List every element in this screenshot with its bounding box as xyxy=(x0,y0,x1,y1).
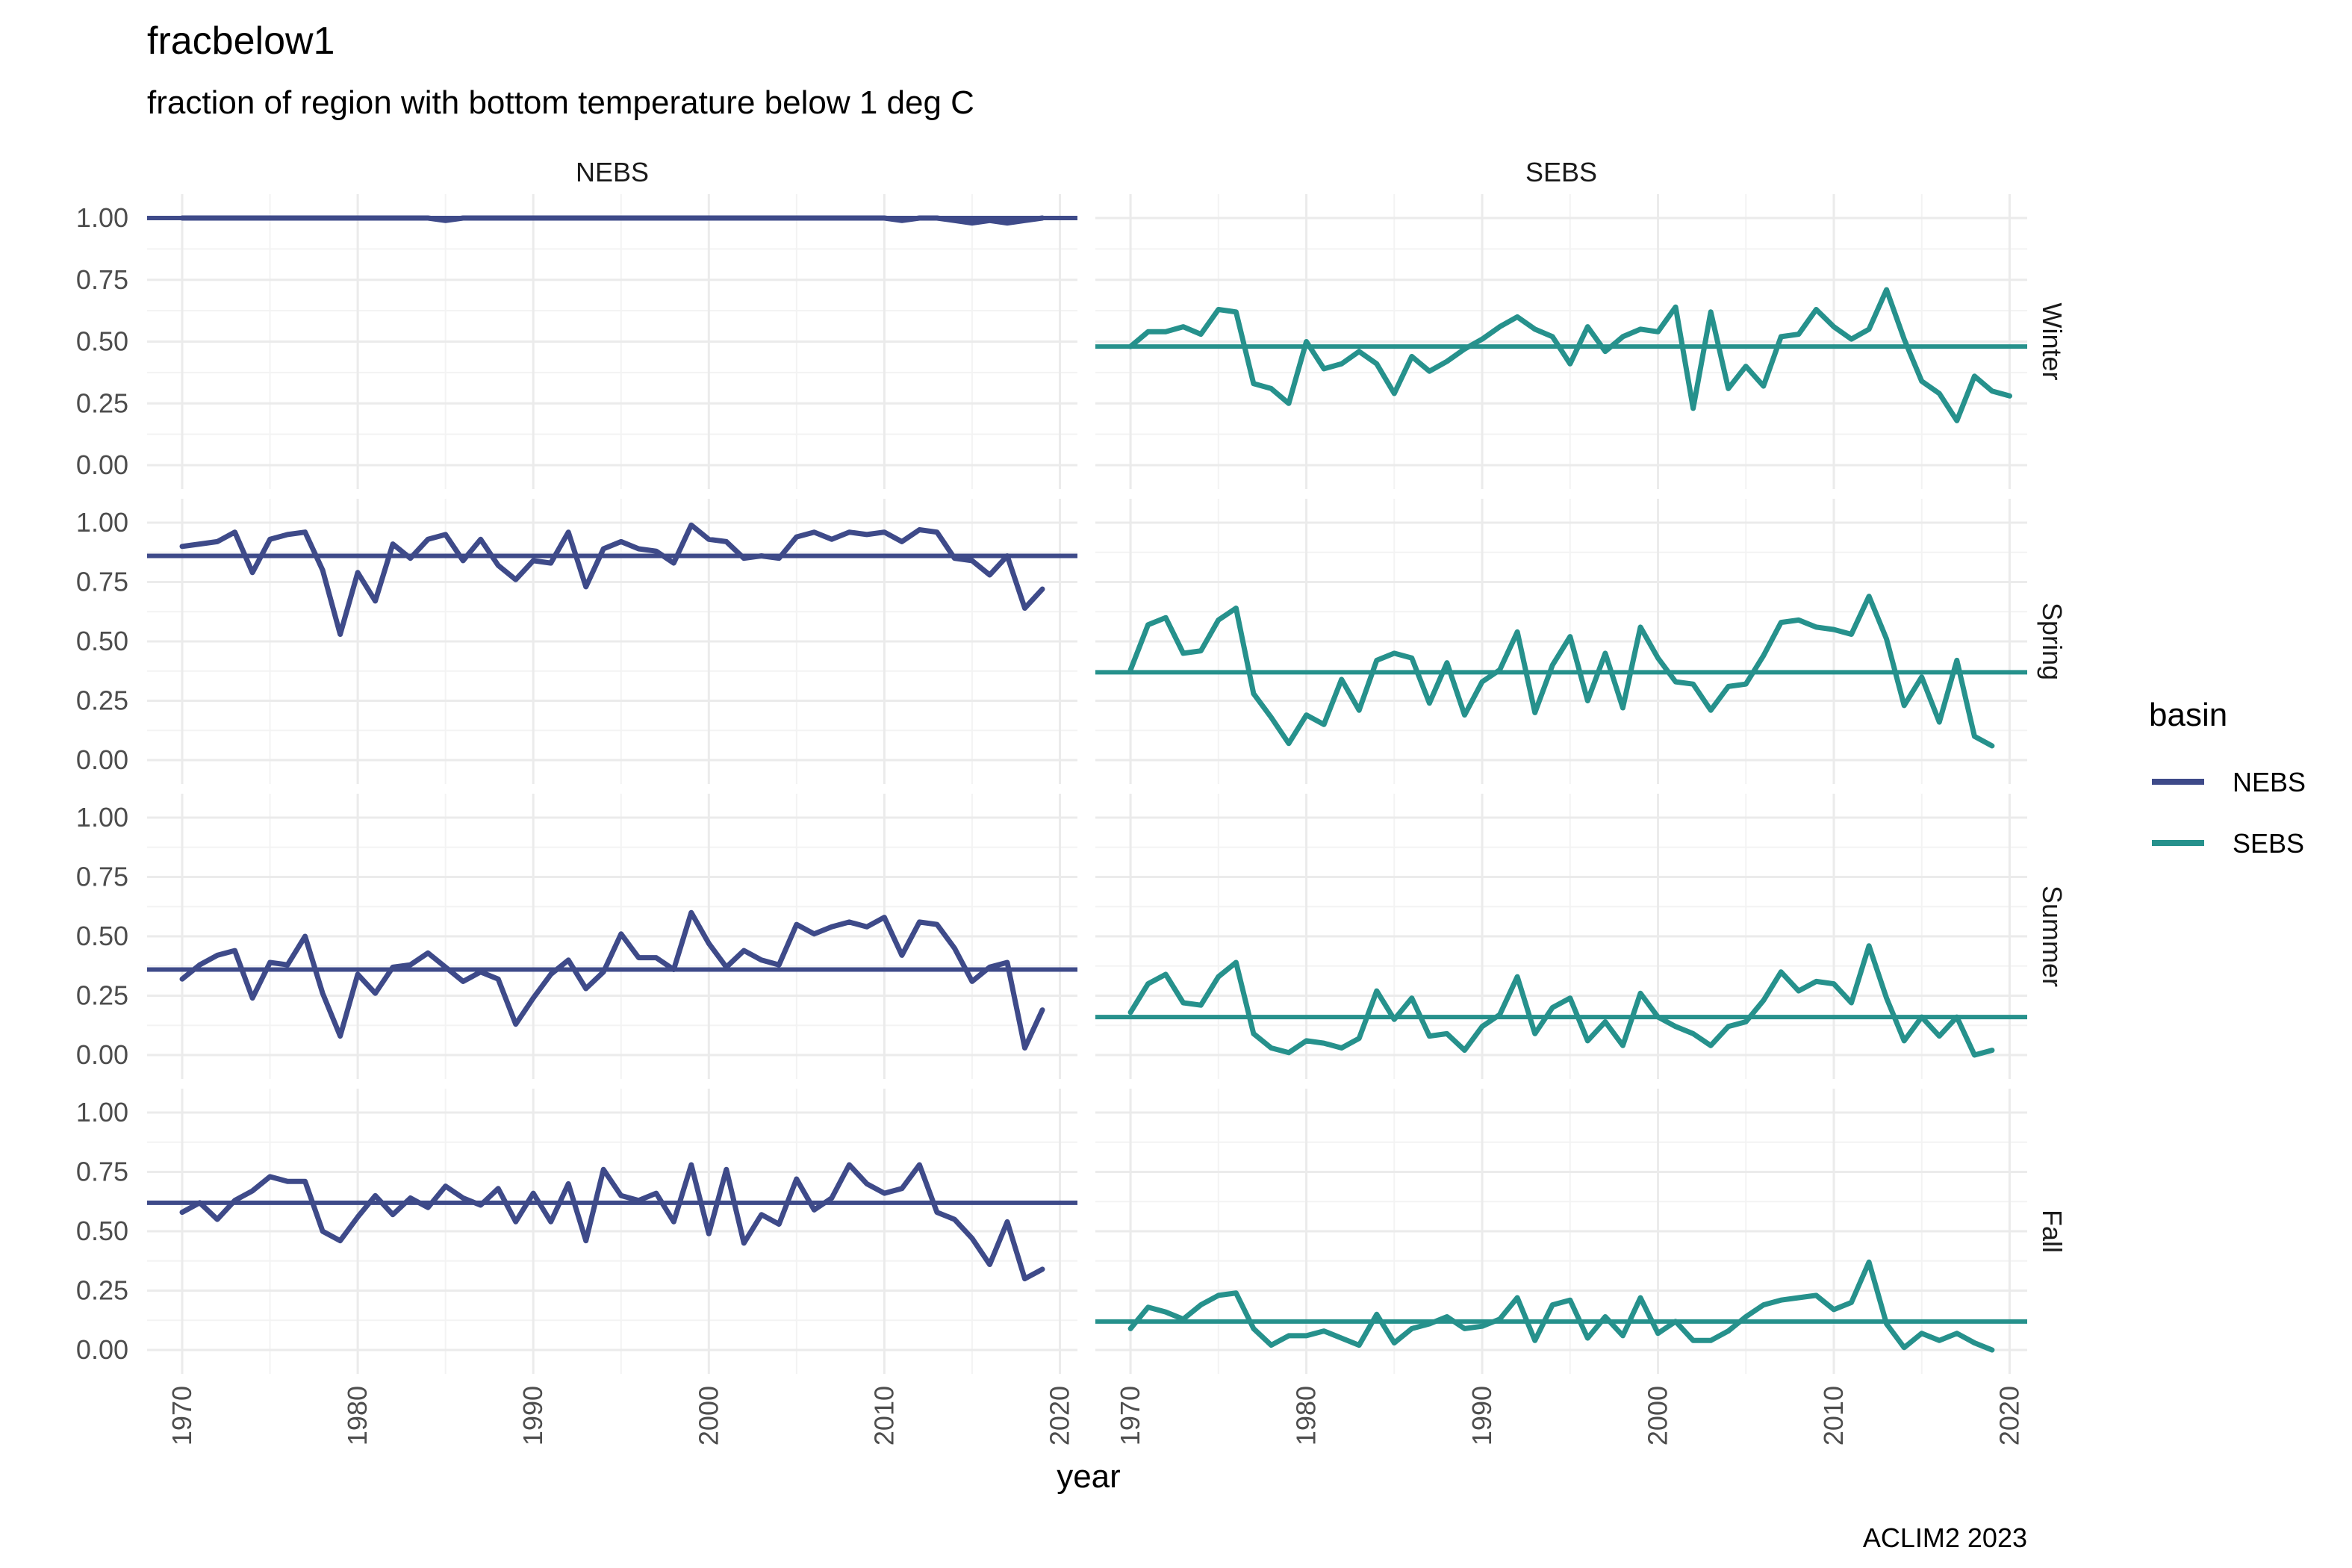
panel-nebs-spring: 0.00 0.25 0.50 0.75 1.00 xyxy=(76,499,1077,784)
panel-nebs-fall: 0.00 0.25 0.50 0.75 1.00 xyxy=(76,1089,1077,1374)
series-nebs-winter xyxy=(147,215,1077,226)
x-tick-label: 1970 xyxy=(167,1386,197,1446)
y-tick-label: 0.75 xyxy=(76,264,128,295)
panel-sebs-summer: Summer xyxy=(1095,794,2068,1079)
y-tick-label: 1.00 xyxy=(76,507,128,538)
x-tick-label: 1990 xyxy=(1466,1386,1497,1446)
x-tick-label: 2020 xyxy=(1994,1386,2024,1446)
x-tick-label: 1980 xyxy=(342,1386,373,1446)
series-nebs-summer xyxy=(147,909,1077,1051)
facet-strip-summer: Summer xyxy=(2037,886,2068,987)
y-tick-label: 0.75 xyxy=(76,567,128,597)
facet-panels: NEBS 0.00 0.25 0.50 0.75 1.00 0.00 0.25 0.50 0.75… xyxy=(76,157,2068,1446)
series-line xyxy=(179,909,1045,1051)
facet-strip-nebs: NEBS xyxy=(576,157,649,187)
panel-nebs-summer: 0.00 0.25 0.50 0.75 1.00 xyxy=(76,794,1077,1079)
y-tick-label: 0.50 xyxy=(76,626,128,656)
series-nebs-spring xyxy=(147,522,1077,637)
panel-nebs-winter: 0.00 0.25 0.50 0.75 1.00 xyxy=(76,194,1077,489)
x-tick-label: 2010 xyxy=(868,1386,899,1446)
y-tick-label: 0.00 xyxy=(76,449,128,480)
series-line xyxy=(1127,1259,1995,1353)
series-line xyxy=(179,1162,1045,1282)
y-tick-label: 1.00 xyxy=(76,1097,128,1127)
y-tick-label: 0.50 xyxy=(76,326,128,357)
chart-subtitle: fraction of region with bottom temperatu… xyxy=(147,84,974,121)
y-tick-label: 0.75 xyxy=(76,862,128,892)
legend-title: basin xyxy=(2149,697,2227,733)
y-tick-label: 0.50 xyxy=(76,1216,128,1246)
series-sebs-spring xyxy=(1095,594,2027,749)
y-tick-label: 0.25 xyxy=(76,1275,128,1306)
y-tick-label: 0.00 xyxy=(76,1039,128,1070)
y-tick-label: 1.00 xyxy=(76,802,128,833)
legend-label-nebs: NEBS xyxy=(2233,767,2306,797)
y-tick-label: 0.00 xyxy=(76,744,128,775)
panel-sebs-fall: Fall xyxy=(1095,1089,2068,1374)
facet-strip-spring: Spring xyxy=(2037,603,2068,680)
y-tick-label: 0.50 xyxy=(76,921,128,951)
x-tick-label: 1980 xyxy=(1291,1386,1322,1446)
x-tick-label: 1990 xyxy=(517,1386,548,1446)
series-line xyxy=(1127,594,1995,749)
chart-title: fracbelow1 xyxy=(147,19,335,63)
facet-strip-winter: Winter xyxy=(2037,302,2068,380)
panel-sebs-winter: Winter xyxy=(1095,194,2068,489)
x-tick-label: 2020 xyxy=(1044,1386,1074,1446)
series-sebs-summer xyxy=(1095,943,2027,1058)
y-tick-label: 0.25 xyxy=(76,980,128,1011)
series-line xyxy=(179,215,1045,226)
x-axis-label: year xyxy=(1057,1458,1121,1495)
series-line xyxy=(179,522,1045,637)
x-tick-label: 2000 xyxy=(693,1386,724,1446)
legend: basin NEBS SEBS xyxy=(2149,697,2306,859)
x-tick-label: 2010 xyxy=(1818,1386,1849,1446)
y-tick-label: 0.25 xyxy=(76,685,128,716)
x-tick-label: 2000 xyxy=(1643,1386,1673,1446)
y-tick-label: 0.00 xyxy=(76,1334,128,1365)
caption: ACLIM2 2023 xyxy=(1863,1522,2027,1553)
y-tick-label: 0.25 xyxy=(76,388,128,418)
series-sebs-fall xyxy=(1095,1259,2027,1353)
series-sebs-winter xyxy=(1095,287,2027,423)
x-tick-label: 1970 xyxy=(1115,1386,1145,1446)
series-line xyxy=(1127,943,1995,1058)
y-tick-label: 1.00 xyxy=(76,202,128,233)
facet-strip-sebs: SEBS xyxy=(1525,157,1597,187)
legend-label-sebs: SEBS xyxy=(2233,828,2304,859)
series-line xyxy=(1127,287,2012,423)
facet-strip-fall: Fall xyxy=(2037,1210,2068,1253)
series-nebs-fall xyxy=(147,1162,1077,1282)
y-tick-label: 0.75 xyxy=(76,1157,128,1187)
